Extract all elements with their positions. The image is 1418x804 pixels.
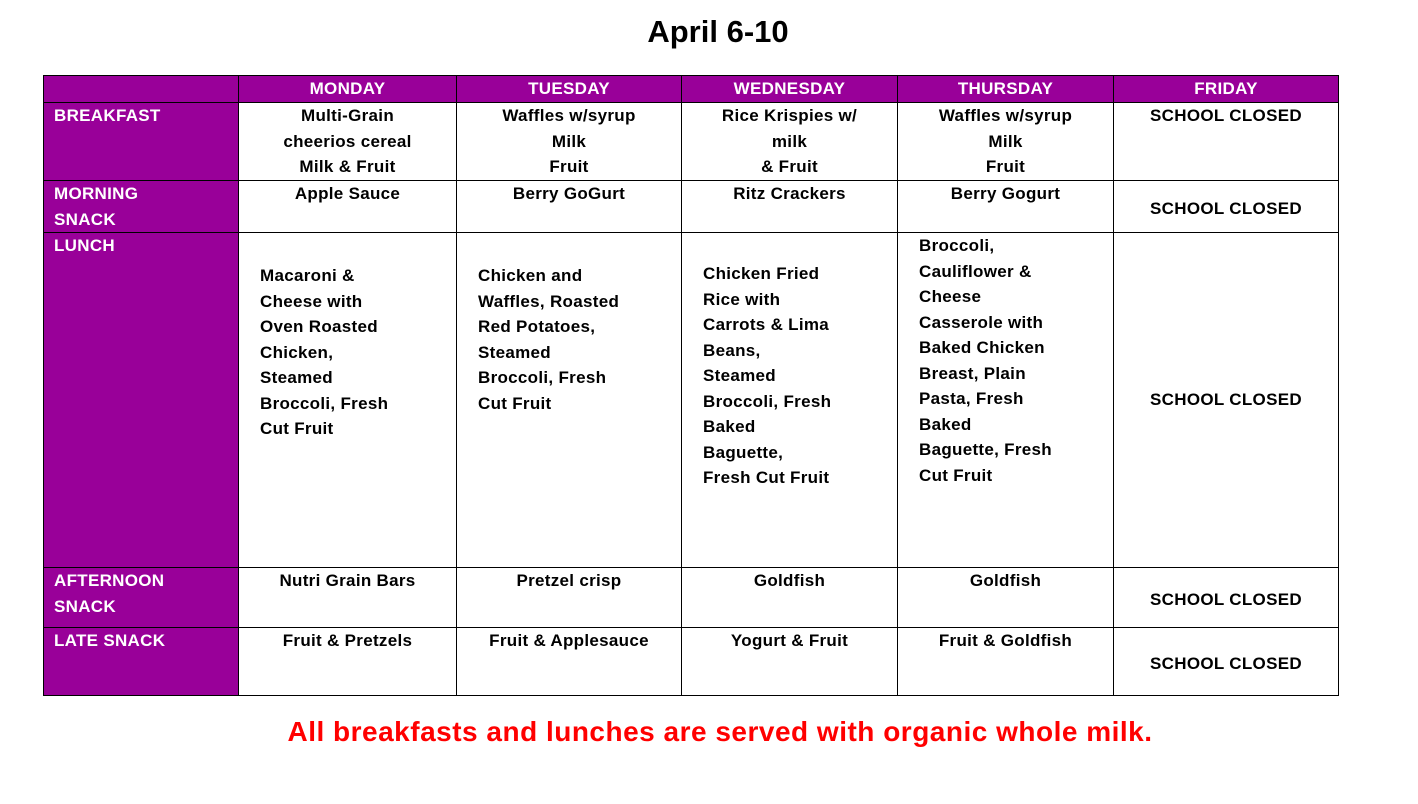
table-row-morning-snack: MORNING SNACK Apple Sauce Berry GoGurt R… (43, 180, 1339, 233)
menu-cell: Nutri Grain Bars (238, 567, 457, 628)
menu-cell: Chicken Fried Rice with Carrots & Lima B… (681, 232, 898, 568)
day-header-monday: MONDAY (238, 75, 457, 103)
table-row-breakfast: BREAKFAST Multi-Grain cheerios cereal Mi… (43, 102, 1339, 181)
table-row-afternoon-snack: AFTERNOON SNACK Nutri Grain Bars Pretzel… (43, 567, 1339, 628)
menu-cell: Goldfish (681, 567, 898, 628)
menu-cell: SCHOOL CLOSED (1113, 232, 1339, 568)
menu-cell: Waffles w/syrup Milk Fruit (456, 102, 682, 181)
menu-cell: Rice Krispies w/ milk & Fruit (681, 102, 898, 181)
menu-cell: Fruit & Goldfish (897, 627, 1114, 696)
menu-cell: Fruit & Applesauce (456, 627, 682, 696)
milk-note: All breakfasts and lunches are served wi… (287, 716, 1153, 747)
menu-table: MONDAY TUESDAY WEDNESDAY THURSDAY FRIDAY… (43, 75, 1339, 696)
menu-cell: Apple Sauce (238, 180, 457, 233)
menu-cell: SCHOOL CLOSED (1113, 180, 1339, 233)
day-header-thursday: THURSDAY (897, 75, 1114, 103)
row-label: LATE SNACK (43, 627, 239, 696)
page-title: April 6-10 (647, 14, 789, 49)
day-header-tuesday: TUESDAY (456, 75, 682, 103)
menu-cell: Pretzel crisp (456, 567, 682, 628)
row-label: BREAKFAST (43, 102, 239, 181)
menu-cell: SCHOOL CLOSED (1113, 567, 1339, 628)
menu-cell: Macaroni & Cheese with Oven Roasted Chic… (238, 232, 457, 568)
menu-cell: Berry Gogurt (897, 180, 1114, 233)
day-header-wednesday: WEDNESDAY (681, 75, 898, 103)
row-label: MORNING SNACK (43, 180, 239, 233)
menu-cell: Ritz Crackers (681, 180, 898, 233)
row-label: LUNCH (43, 232, 239, 568)
menu-cell: Berry GoGurt (456, 180, 682, 233)
menu-cell: Goldfish (897, 567, 1114, 628)
corner-cell (43, 75, 239, 103)
menu-cell: Yogurt & Fruit (681, 627, 898, 696)
row-label: AFTERNOON SNACK (43, 567, 239, 628)
menu-cell: SCHOOL CLOSED (1113, 102, 1339, 181)
menu-cell: Waffles w/syrup Milk Fruit (897, 102, 1114, 181)
menu-cell: Fruit & Pretzels (238, 627, 457, 696)
menu-cell: Multi-Grain cheerios cereal Milk & Fruit (238, 102, 457, 181)
menu-cell: SCHOOL CLOSED (1113, 627, 1339, 696)
table-row-lunch: LUNCH Macaroni & Cheese with Oven Roaste… (43, 232, 1339, 568)
table-row-late-snack: LATE SNACK Fruit & Pretzels Fruit & Appl… (43, 627, 1339, 696)
menu-cell: Chicken and Waffles, Roasted Red Potatoe… (456, 232, 682, 568)
day-header-friday: FRIDAY (1113, 75, 1339, 103)
menu-cell: Broccoli, Cauliflower & Cheese Casserole… (897, 232, 1114, 568)
header-row: MONDAY TUESDAY WEDNESDAY THURSDAY FRIDAY (43, 75, 1339, 103)
